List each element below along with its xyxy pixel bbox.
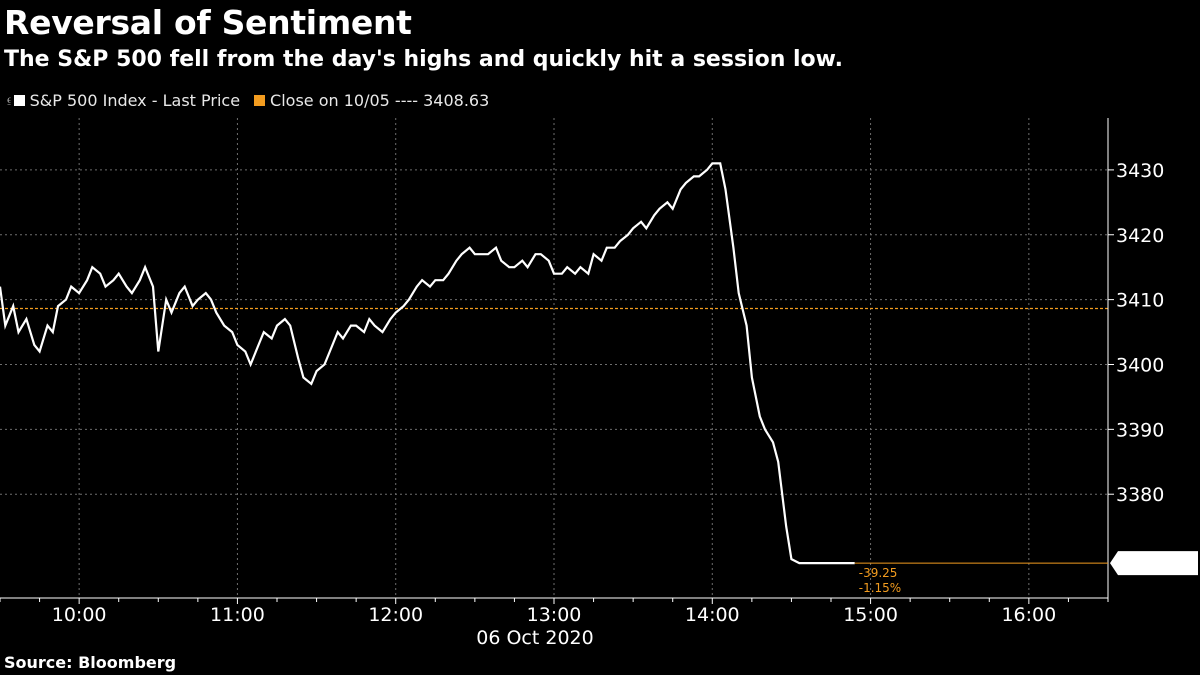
x-tick-label-3: 13:00: [527, 604, 582, 626]
legend-swatch-orange: [254, 94, 266, 106]
y-tick-label-4: 3420: [1116, 225, 1164, 247]
legend-reference-label: Close on 10/05 ---- 3408.63: [270, 90, 490, 110]
x-tick-label-4: 14:00: [685, 604, 740, 626]
y-tick-label-5: 3430: [1116, 160, 1164, 182]
x-tick-label-2: 12:00: [368, 604, 423, 626]
last-value-label: 3369.38: [1117, 553, 1196, 575]
axes: [0, 118, 1114, 604]
legend-handle-icon: ⍷: [6, 93, 13, 106]
last-value-box: [1110, 551, 1198, 576]
last-value-callout: 3369.38: [1110, 551, 1198, 576]
legend-swatch-white: [13, 94, 25, 106]
chart-title: Reversal of Sentiment: [4, 3, 412, 42]
y-tick-label-0: 3380: [1116, 484, 1164, 506]
change-pct-label: -1.15%: [859, 581, 901, 595]
x-tick-label-6: 16:00: [1001, 604, 1056, 626]
y-tick-label-1: 3390: [1116, 419, 1164, 441]
x-axis-label: 06 Oct 2020: [476, 627, 593, 649]
legend-item-reference: Close on 10/05 ---- 3408.63: [254, 91, 489, 110]
series-line: [0, 162, 855, 565]
x-tick-label-5: 15:00: [843, 604, 898, 626]
grid: [0, 118, 1108, 598]
x-tick-label-0: 10:00: [52, 604, 107, 626]
legend-item-series: ⍷ S&P 500 Index - Last Price: [6, 91, 240, 110]
x-tick-label-1: 11:00: [210, 604, 265, 626]
chart-subtitle: The S&P 500 fell from the day's highs an…: [4, 47, 843, 72]
y-tick-label-2: 3400: [1116, 354, 1164, 376]
change-label: -39.25: [859, 566, 898, 580]
legend-series-label: S&P 500 Index - Last Price: [29, 90, 241, 110]
tick-labels: 10:00 11:00 12:00 13:00 14:00 15:00 16:00 3380 3…: [52, 160, 1165, 626]
source-note: Source: Bloomberg: [4, 653, 177, 672]
legend: ⍷ S&P 500 Index - Last Price Close on 10…: [6, 89, 503, 111]
y-tick-label-3: 3410: [1116, 290, 1164, 312]
